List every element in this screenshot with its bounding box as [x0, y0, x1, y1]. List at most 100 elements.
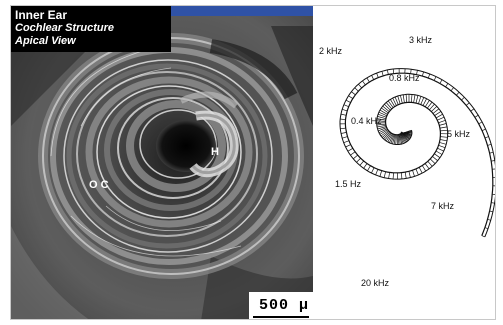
spiral-hatch-line	[381, 131, 390, 138]
spiral-hatch-line	[439, 139, 448, 142]
spiral-hatch-line	[343, 140, 350, 144]
spiral-hatch-line	[371, 167, 375, 174]
spiral-hatch-line	[489, 151, 494, 154]
spiral-hatch-line	[437, 116, 445, 121]
spiral-hatch-line	[418, 167, 423, 174]
spiral-hatch-line	[422, 165, 426, 172]
freq-label-0-8khz: 0.8 kHz	[389, 73, 420, 83]
spiral-hatch-line	[438, 144, 446, 149]
spiral-hatch-line	[384, 132, 392, 141]
figure-frame: Inner Ear Cochlear Structure Apical View…	[10, 5, 496, 320]
scale-bar-line	[253, 316, 309, 318]
spiral-hatch-line	[385, 102, 392, 110]
spiral-hatch-line	[433, 76, 437, 81]
oc-marker-label: O C	[89, 179, 109, 191]
spiral-hatch-line	[345, 99, 351, 103]
spiral-hatch-line	[398, 134, 403, 145]
spiral-hatch-line	[347, 147, 353, 152]
spiral-hatch-line	[481, 235, 485, 238]
spiral-hatch-line	[381, 71, 384, 76]
spiral-hatch-line	[424, 100, 430, 107]
freq-label-1-5hz: 1.5 Hz	[335, 179, 362, 189]
spiral-hatch-line	[427, 161, 433, 167]
spiral-hatch-line	[376, 120, 386, 122]
spiral-hatch-line	[429, 158, 436, 164]
scale-bar-label: 500 µ	[259, 297, 310, 314]
freq-label-2khz: 2 kHz	[319, 46, 343, 56]
spiral-hatch-line	[376, 72, 379, 78]
spiral-hatch-line	[398, 134, 401, 145]
spiral-hatch-line	[367, 165, 371, 171]
spiral-hatch-line	[340, 118, 346, 121]
spiral-hatch-line	[351, 91, 356, 96]
spiral-hatch-line	[342, 108, 348, 112]
spiral-hatch-line	[487, 143, 492, 146]
spiral-hatch-line	[392, 68, 395, 74]
spiral-hatch-line	[481, 128, 486, 132]
spiral-hatch-line	[356, 157, 361, 163]
spiral-hatch-line	[474, 114, 479, 118]
spiral-hatch-line	[401, 132, 409, 141]
spiral-hatch-line	[363, 163, 368, 169]
spiral-hatch-line	[431, 106, 438, 112]
spiral-hatch-line	[400, 133, 407, 142]
title-box: Inner Ear Cochlear Structure Apical View	[11, 6, 171, 52]
spiral-hatch-line	[484, 136, 489, 139]
spiral-hatch-line	[371, 75, 375, 80]
spiral-hatch-line	[429, 103, 435, 111]
spiral-hatch-line	[400, 133, 406, 143]
spiral-hatch-line	[434, 111, 442, 116]
spiral-hatch-line	[384, 103, 391, 111]
spiral-hatch-line	[399, 133, 405, 144]
spiral-hatch-line	[340, 113, 347, 116]
spiral-hatch-line	[389, 133, 394, 143]
spiral-hatch-line	[439, 142, 447, 145]
spiral-hatch-line	[438, 119, 446, 124]
spiral-hatch-line	[382, 105, 390, 112]
spiral-hatch-line	[362, 80, 366, 86]
spiral-hatch-line	[392, 134, 396, 144]
title-line-1: Inner Ear	[15, 8, 68, 22]
spiral-hatch-line	[390, 134, 395, 144]
h-marker-label: H	[211, 146, 219, 158]
spiral-hatch-line	[387, 69, 389, 75]
spiral-hatch-line	[445, 83, 449, 88]
cochlea-frequency-diagram: 2 kHz 3 kHz 0.8 kHz 0.4 kHz 5 kHz 1.5 Hz…	[313, 6, 495, 319]
spiral-hatch-line	[358, 83, 362, 89]
spiral-hatch-line	[413, 94, 416, 103]
spiral-hatch-line	[410, 69, 412, 74]
spiral-hatch-line	[437, 147, 444, 152]
spiral-hatch-line	[376, 118, 386, 121]
spiral-hatch-line	[470, 108, 475, 112]
spiral-hatch-line	[424, 163, 430, 170]
title-line-2: Cochlear Structure	[15, 22, 115, 34]
spiral-hatch-line	[439, 126, 448, 129]
spiral-hatch-line	[435, 113, 443, 119]
spiral-hatch-line	[354, 87, 359, 92]
cochlea-spiral-drawing	[339, 68, 495, 238]
spiral-hatch-line	[375, 169, 379, 176]
freq-label-0-4khz: 0.4 kHz	[351, 116, 382, 126]
spiral-hatch-line	[378, 127, 387, 132]
spiral-hatch-line	[359, 160, 364, 166]
spiral-hatch-line	[439, 79, 443, 84]
spiral-hatch-line	[404, 172, 407, 179]
spiral-hatch-line	[478, 121, 483, 125]
freq-label-5khz: 5 kHz	[447, 129, 471, 139]
spiral-hatch-line	[386, 133, 392, 142]
spiral-hatch-line	[401, 132, 408, 142]
spiral-hatch-line	[383, 131, 391, 140]
spiral-hatch-line	[397, 95, 401, 105]
spiral-hatch-line	[350, 151, 356, 156]
spiral-hatch-line	[379, 129, 388, 135]
scale-bar: 500 µ	[249, 292, 313, 319]
spiral-hatch-line	[393, 134, 397, 145]
spiral-hatch-line	[434, 153, 441, 158]
spiral-hatch-line	[378, 111, 388, 117]
spiral-hatch-line	[343, 104, 349, 108]
spiral-hatch-line	[491, 160, 495, 162]
spiral-hatch-line	[401, 132, 410, 140]
title-line-3: Apical View	[15, 35, 76, 47]
spiral-hatch-line	[422, 98, 427, 106]
spiral-hatch-line	[400, 95, 403, 104]
